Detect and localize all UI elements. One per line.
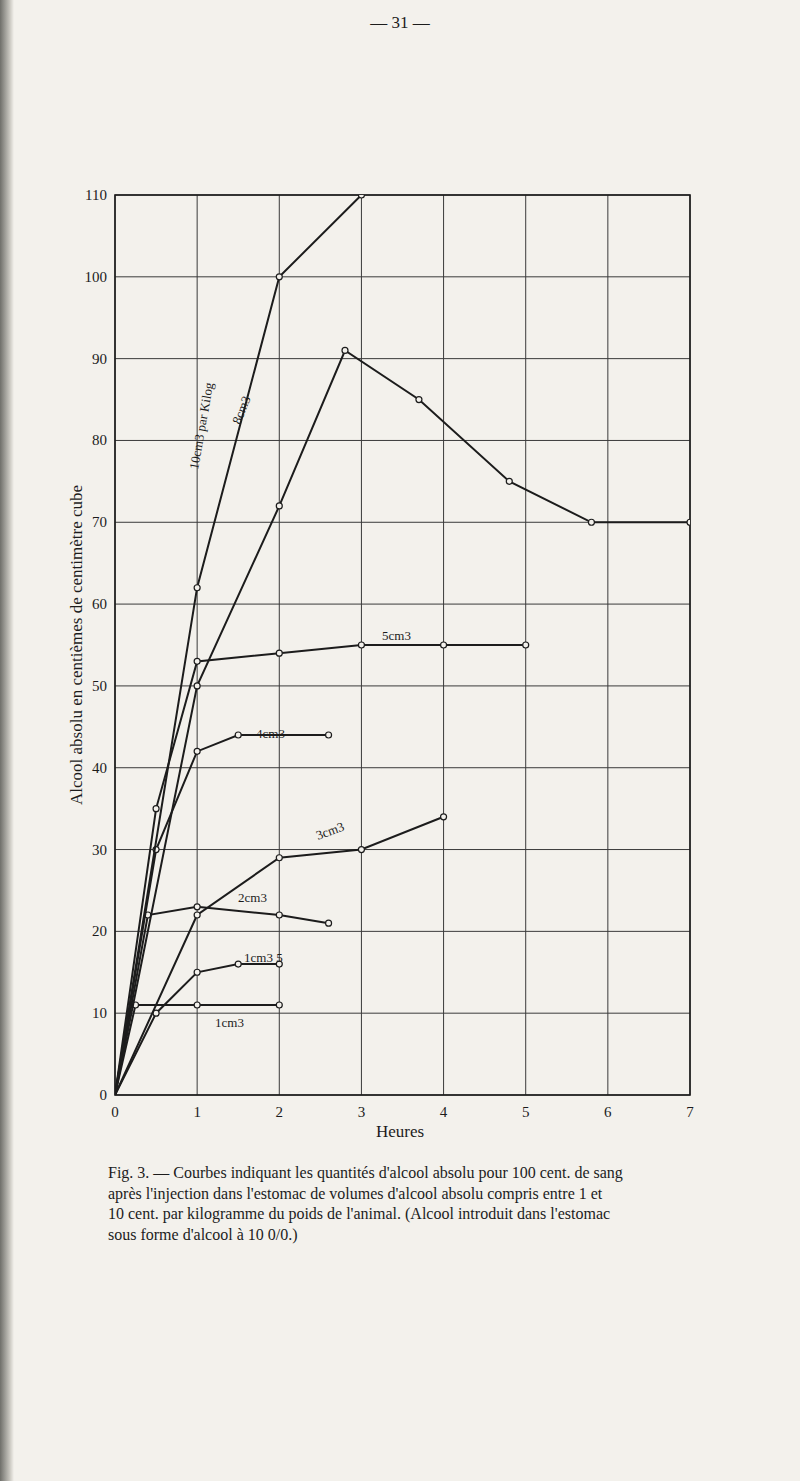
point-marker: [441, 814, 447, 820]
series-label: 5cm3: [382, 628, 411, 643]
point-marker: [276, 855, 282, 861]
series-line: [115, 964, 279, 1095]
point-marker: [506, 478, 512, 484]
series-label: 1cm3 5: [244, 950, 283, 965]
point-marker: [342, 347, 348, 353]
point-marker: [416, 397, 422, 403]
x-tick-label: 1: [193, 1104, 201, 1120]
series-line: [115, 817, 444, 1095]
y-tick-label: 110: [85, 187, 107, 203]
point-marker: [326, 732, 332, 738]
page-edge: [0, 0, 14, 1481]
series-label: 8cm3: [229, 394, 254, 426]
point-marker: [194, 912, 200, 918]
point-marker: [276, 274, 282, 280]
plot-frame: [115, 195, 690, 1095]
y-tick-label: 10: [92, 1005, 107, 1021]
y-tick-label: 0: [100, 1087, 108, 1103]
y-tick-label: 40: [92, 760, 107, 776]
y-tick-label: 100: [85, 269, 108, 285]
point-marker: [194, 904, 200, 910]
point-marker: [441, 642, 447, 648]
x-tick-label: 5: [522, 1104, 530, 1120]
grid-line: [197, 195, 198, 1095]
grid-line: [115, 604, 690, 605]
point-marker: [358, 642, 364, 648]
caption-line: 10 cent. par kilogramme du poids de l'an…: [108, 1205, 610, 1223]
point-marker: [194, 969, 200, 975]
point-marker: [523, 642, 529, 648]
point-marker: [194, 1002, 200, 1008]
caption-line: Fig. 3. — Courbes indiquant les quantité…: [108, 1164, 623, 1182]
series-label: 10cm3 par Kilog: [186, 381, 216, 471]
grid-line: [115, 849, 690, 850]
point-marker: [235, 732, 241, 738]
point-marker: [588, 519, 594, 525]
series-line: [115, 195, 361, 1095]
x-tick-label: 7: [686, 1104, 694, 1120]
x-tick-label: 6: [604, 1104, 612, 1120]
y-tick-label: 90: [92, 351, 107, 367]
x-tick-label: 2: [276, 1104, 284, 1120]
point-marker: [194, 658, 200, 664]
grid-line: [115, 685, 690, 686]
series-line: [115, 1005, 279, 1095]
point-marker: [358, 195, 364, 198]
point-marker: [276, 503, 282, 509]
point-marker: [326, 920, 332, 926]
x-tick-label: 4: [440, 1104, 448, 1120]
y-axis-label: Alcool absolu en centièmes de centimètre…: [67, 485, 86, 805]
point-marker: [194, 748, 200, 754]
grid-line: [115, 1013, 690, 1014]
series-line: [115, 351, 690, 1096]
point-marker: [235, 961, 241, 967]
point-marker: [276, 650, 282, 656]
point-marker: [153, 806, 159, 812]
figure: — 31 — 0 10 20 30 40 50 60 70 80 90 100 110 0 1 2 3 4 5 6 7 H…: [0, 0, 800, 1481]
series-label: 2cm3: [238, 890, 267, 905]
point-marker: [276, 912, 282, 918]
point-marker: [194, 585, 200, 591]
grid-line: [115, 358, 690, 359]
y-tick-label: 70: [92, 514, 107, 530]
y-tick-label: 30: [92, 842, 107, 858]
series-line: [115, 735, 329, 1095]
y-tick-label: 60: [92, 596, 107, 612]
grid-line: [115, 276, 690, 277]
y-tick-label: 80: [92, 432, 107, 448]
series-label: 1cm3: [215, 1015, 244, 1030]
caption-line: sous forme d'alcool à 10 0/0.): [108, 1226, 298, 1244]
grid-line: [115, 931, 690, 932]
y-tick-label: 20: [92, 923, 107, 939]
grid-line: [115, 767, 690, 768]
x-tick-label: 0: [111, 1104, 119, 1120]
caption-line: après l'injection dans l'estomac de volu…: [108, 1185, 603, 1203]
series-label: 4cm3: [256, 726, 285, 741]
x-tick-label: 3: [358, 1104, 366, 1120]
series-label: 3cm3: [314, 819, 346, 843]
x-axis-label: Heures: [376, 1122, 424, 1141]
point-marker: [687, 519, 690, 525]
point-marker: [194, 683, 200, 689]
plot-area: [115, 195, 690, 1095]
point-marker: [358, 847, 364, 853]
grid-line: [607, 195, 608, 1095]
point-marker: [276, 1002, 282, 1008]
page-number: — 31 —: [369, 13, 431, 32]
y-tick-label: 50: [92, 678, 107, 694]
page: {"page_number": "— 31 —", "chart_data": …: [0, 0, 800, 1481]
